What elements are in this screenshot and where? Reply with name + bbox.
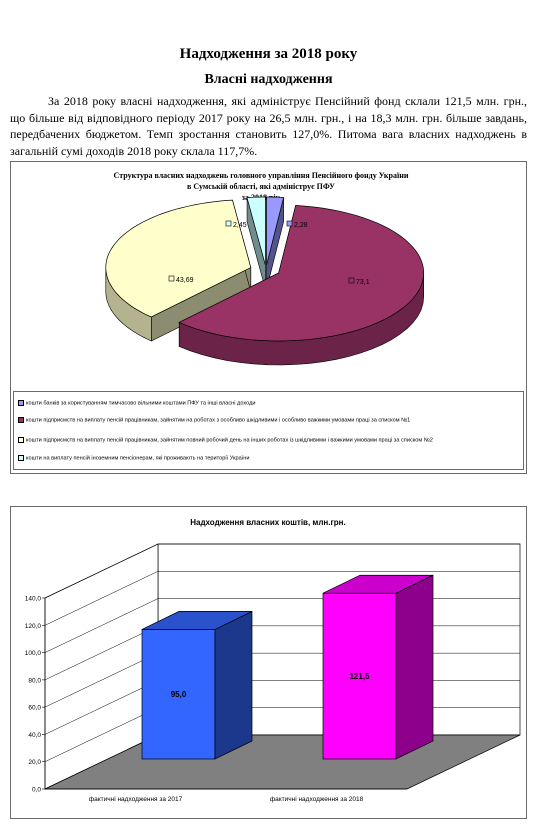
legend-swatch — [18, 400, 24, 406]
pie-label-swatch — [348, 277, 355, 284]
pie-legend-label: кошти на виплату пенсій іноземним пенсіо… — [26, 455, 250, 462]
bar — [322, 592, 397, 760]
legend-swatch — [18, 417, 24, 423]
pie-chart-panel: Структура власних надходжень головного у… — [10, 161, 527, 474]
pie-slice — [105, 199, 252, 318]
bar-top — [322, 574, 434, 594]
x-category-label: фактичні надходження за 2017 — [89, 795, 183, 803]
pie-legend-label: кошти підприємств на виплату пенсій прац… — [26, 417, 411, 424]
bar-side — [214, 610, 253, 760]
bar-value-label: 95,0 — [171, 690, 187, 699]
bar-chart-title: Надходження власних коштів, млн.грн. — [190, 518, 345, 527]
bar-chart-panel: Надходження власних коштів, млн.грн. 0,0 2… — [10, 506, 527, 819]
bar — [141, 629, 216, 760]
y-tick-label: 80,0 — [28, 677, 41, 684]
bar-side — [395, 574, 434, 760]
pie-title-line-1: Структура власних надходжень головного у… — [113, 171, 409, 180]
body-paragraph: За 2018 року власні надходження, які адм… — [10, 94, 527, 158]
y-tick-label: 140,0 — [25, 596, 42, 603]
y-tick-label: 60,0 — [28, 705, 41, 712]
bar-gridline — [44, 571, 520, 626]
pie-data-label: 73,1 — [356, 279, 370, 286]
legend-swatch — [18, 437, 24, 443]
pie-legend-item: кошти підприємств на виплату пенсій прац… — [18, 437, 433, 443]
pie-legend-item: кошти на виплату пенсій іноземним пенсіо… — [18, 455, 249, 461]
y-tick-label: 100,0 — [25, 650, 42, 657]
pie-slice — [178, 205, 425, 342]
pie-legend-label: кошти банків за користуванням тимчасово … — [26, 400, 256, 407]
pie-legend: кошти банків за користуванням тимчасово … — [13, 391, 524, 470]
pie-slice — [266, 196, 285, 266]
pie-label-swatch — [168, 275, 175, 282]
pie-chart: 2,28 73,1 43,69 2,45 — [105, 196, 425, 366]
y-tick-label: 40,0 — [28, 732, 41, 739]
section-subtitle: Власні надходження — [204, 72, 333, 87]
pie-legend-label: кошти підприємств на виплату пенсій прац… — [26, 437, 433, 444]
pie-label-swatch — [286, 220, 293, 227]
y-tick-label: 120,0 — [25, 623, 42, 630]
pie-label-swatch — [225, 220, 232, 227]
pie-legend-item: кошти підприємств на виплату пенсій прац… — [18, 417, 410, 423]
pie-data-label: 2,45 — [233, 222, 247, 229]
y-tick-label: 0,0 — [32, 787, 41, 794]
bar-chart: Надходження власних коштів, млн.грн. 0,0 2… — [25, 518, 521, 803]
x-category-label: фактичні надходження за 2018 — [270, 795, 364, 803]
bar-value-label: 121,5 — [349, 672, 370, 681]
pie-slice — [246, 196, 266, 266]
bar-gridline — [44, 543, 520, 599]
pie-title-line-2: в Сумській області, які адмініструє ПФУ — [187, 182, 335, 191]
bar-top — [141, 611, 253, 630]
pie-data-label: 43,69 — [176, 277, 194, 284]
page-title: Надходження за 2018 року — [179, 46, 358, 62]
pie-data-label: 2,28 — [294, 222, 308, 229]
legend-swatch — [18, 455, 24, 461]
y-tick-label: 20,0 — [28, 759, 41, 766]
pie-legend-item: кошти банків за користуванням тимчасово … — [18, 400, 255, 406]
